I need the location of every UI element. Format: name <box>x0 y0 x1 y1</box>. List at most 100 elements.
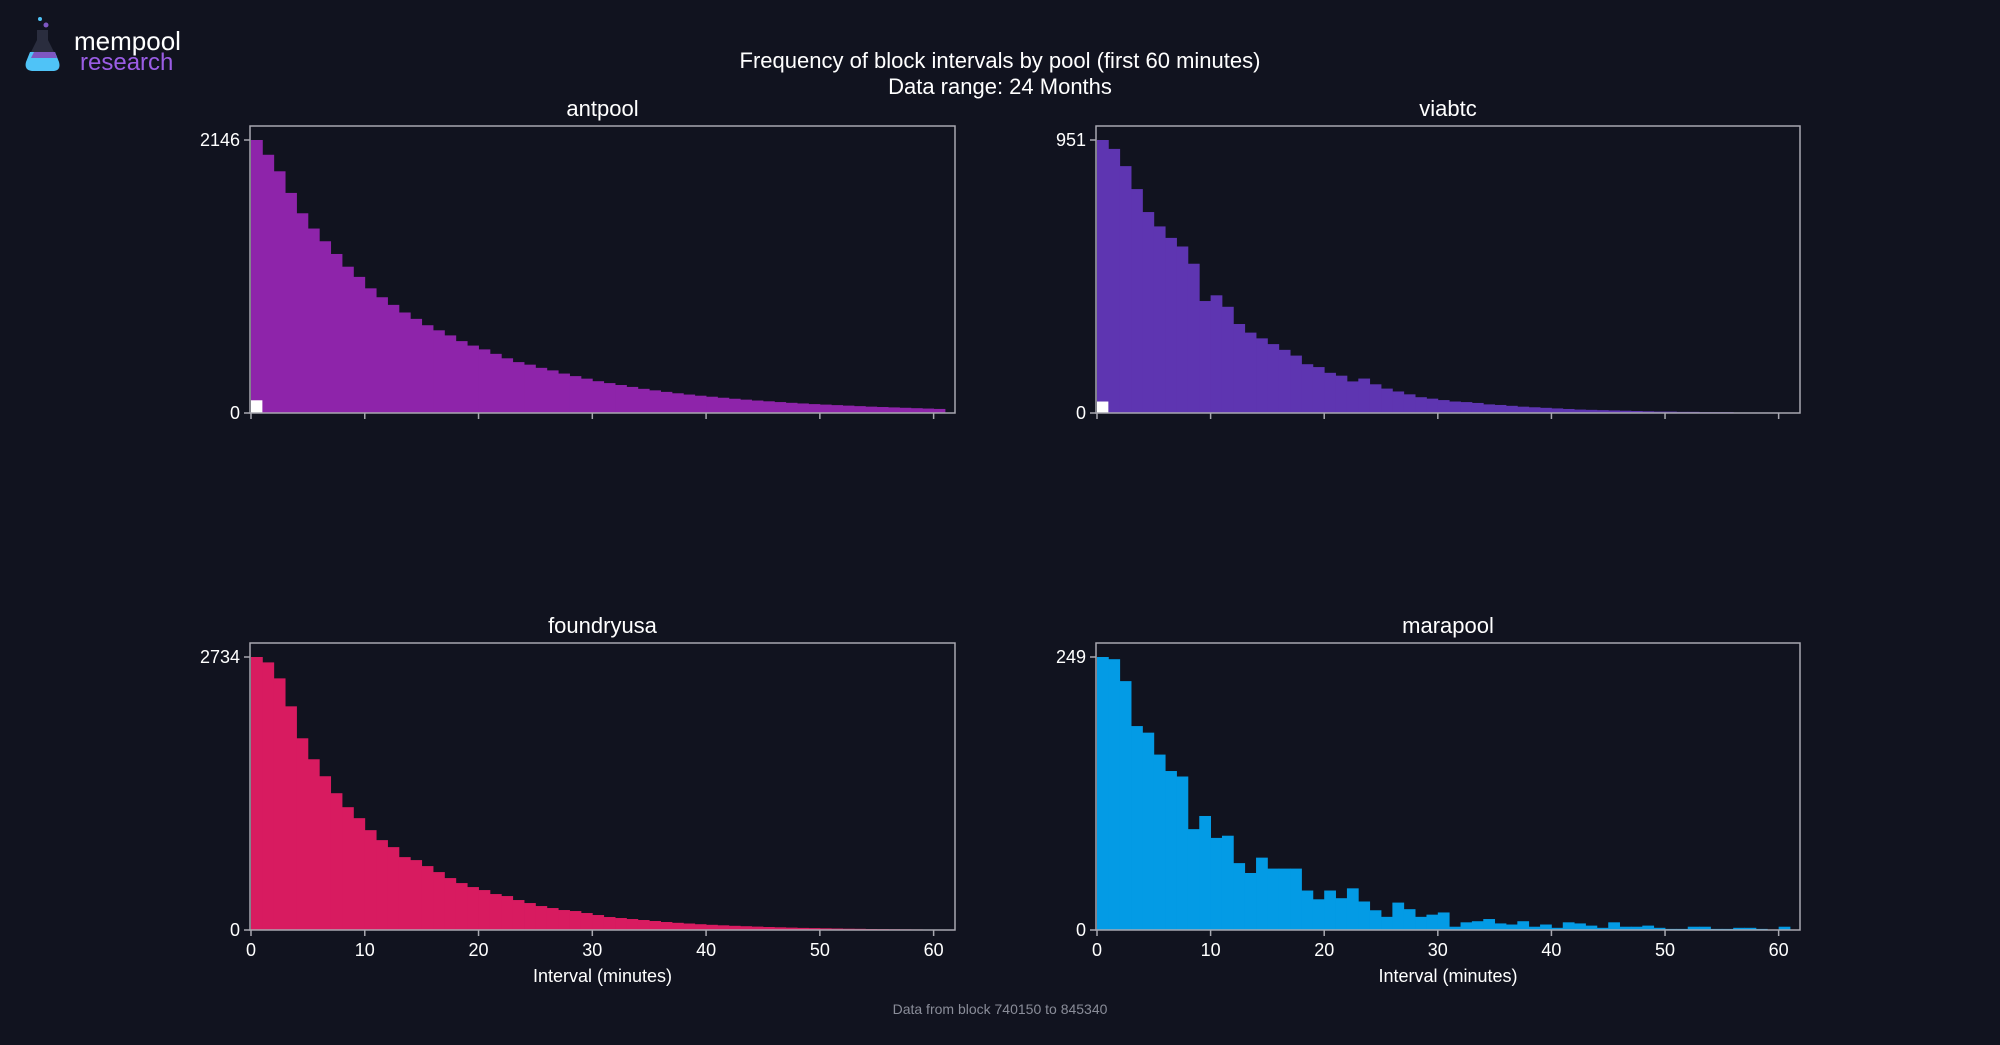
histogram-bar <box>1426 914 1439 930</box>
histogram-bar <box>1176 776 1189 930</box>
histogram-bar <box>569 376 582 413</box>
histogram-bar <box>1153 754 1166 930</box>
histogram-bar <box>603 383 616 413</box>
histogram-bar <box>307 228 320 413</box>
histogram-bar <box>922 408 935 413</box>
histogram-bar <box>1301 890 1314 930</box>
x-tick-label: 50 <box>810 940 830 960</box>
histogram-bar <box>797 403 809 413</box>
histogram-bar <box>467 345 479 413</box>
histogram-bar <box>1142 732 1155 930</box>
histogram-bar <box>842 405 855 413</box>
histogram-bar <box>558 910 570 930</box>
histogram-bar <box>819 928 832 930</box>
histogram-bar <box>1517 406 1530 413</box>
histogram-bar <box>1460 922 1473 930</box>
histogram-bar <box>683 394 696 413</box>
y-tick-label: 0 <box>230 920 240 940</box>
x-tick-label: 0 <box>246 940 256 960</box>
histogram-bar <box>1437 912 1450 930</box>
histogram-bar <box>751 926 764 930</box>
histogram-bar <box>1392 391 1405 413</box>
histogram-bar <box>296 738 309 930</box>
histogram-bar <box>1187 829 1200 930</box>
histogram-bar <box>1574 409 1586 413</box>
histogram-bar <box>296 213 309 413</box>
histogram-bar <box>1097 140 1109 413</box>
histogram-bar <box>580 913 593 930</box>
histogram-bar <box>1358 901 1371 930</box>
histogram-bar <box>1619 410 1632 413</box>
histogram-bar <box>1403 394 1416 413</box>
histogram-bar <box>455 883 468 930</box>
histogram-bar <box>1449 401 1461 413</box>
histogram-bar <box>1312 899 1325 930</box>
histogram-bar <box>319 776 332 930</box>
histogram-bar <box>1551 408 1564 413</box>
panel-viabtc: viabtc 0 951 <box>1056 96 1801 423</box>
histogram-bar <box>1312 367 1325 413</box>
histogram-bar <box>1335 375 1348 413</box>
histogram-bar <box>933 408 946 413</box>
x-tick-label: 60 <box>924 940 944 960</box>
histogram-bar <box>899 407 912 413</box>
histogram-bar <box>740 926 752 930</box>
histogram-bar <box>1176 246 1189 413</box>
histogram-bar <box>1562 408 1575 413</box>
mempool-research-logo: mempool research <box>25 17 181 76</box>
histogram-bar <box>1471 921 1484 930</box>
histogram-bar <box>1358 378 1371 413</box>
panel-title: marapool <box>1402 613 1494 638</box>
histogram-bar <box>1687 926 1700 930</box>
histogram-bar <box>1449 926 1461 930</box>
histogram-bar <box>637 920 650 930</box>
histogram-bar <box>342 266 354 413</box>
histogram-bar <box>626 386 639 413</box>
histogram-bar <box>1562 922 1575 930</box>
histogram-bar <box>478 349 491 413</box>
histogram-bar <box>546 908 559 930</box>
histogram-bar <box>1540 407 1552 413</box>
histogram-bar <box>1517 921 1530 930</box>
histogram-bar <box>728 398 741 413</box>
histogram-bar <box>410 860 423 930</box>
histogram-bar <box>387 304 400 413</box>
histogram-bar <box>478 890 491 930</box>
y-tick-label: 0 <box>1076 920 1086 940</box>
histogram-bar <box>808 404 821 413</box>
histogram-bar <box>1142 212 1155 413</box>
histogram-bar <box>1199 815 1212 930</box>
axes-frame <box>249 125 956 414</box>
histogram-bar <box>433 872 445 930</box>
x-tick-label: 20 <box>469 940 489 960</box>
panel-antpool: antpool 0 2146 <box>200 96 956 423</box>
x-tick-label: 20 <box>1314 940 1334 960</box>
histogram-bar <box>353 818 366 930</box>
histogram-bar <box>489 353 502 413</box>
histogram-bar <box>467 887 479 930</box>
histogram-bar <box>1528 926 1541 930</box>
logo-text-mempool: mempool <box>74 26 181 56</box>
x-axis-label: Interval (minutes) <box>1378 966 1517 986</box>
histogram-bar <box>1608 922 1620 930</box>
histogram-bar <box>774 402 787 413</box>
axes-frame <box>1095 642 1801 931</box>
histogram-bar <box>535 906 548 930</box>
histogram-bar <box>831 405 844 413</box>
histogram-bar <box>1528 407 1541 413</box>
histogram-bar <box>1108 148 1121 413</box>
histogram-bar <box>865 406 878 413</box>
histogram-bar <box>1346 888 1359 930</box>
histogram-bar <box>1585 925 1598 930</box>
histogram-bar <box>1244 332 1257 413</box>
histogram-bar <box>1346 381 1359 413</box>
histogram-bar <box>808 928 821 930</box>
flask-icon <box>25 17 60 71</box>
x-axis-label: Interval (minutes) <box>533 966 672 986</box>
histogram-bar <box>876 407 889 413</box>
y-tick-label: 0 <box>230 403 240 423</box>
histogram-bar <box>1505 405 1518 413</box>
histogram-bar <box>797 927 809 930</box>
histogram-bar <box>1471 402 1484 413</box>
histogram-bar <box>1131 726 1143 930</box>
